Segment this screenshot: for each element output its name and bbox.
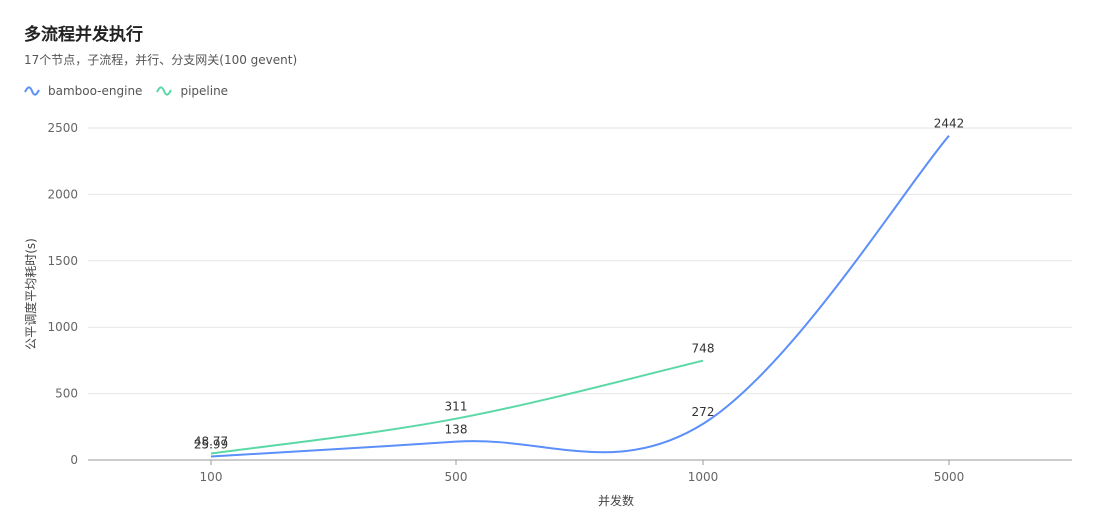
legend-swatch-bamboo-engine xyxy=(24,86,40,96)
legend-item-bamboo-engine[interactable]: bamboo-engine xyxy=(24,84,142,98)
x-axis-title: 并发数 xyxy=(598,493,634,508)
data-label-bamboo-engine: 2442 xyxy=(934,117,965,131)
series-lines xyxy=(210,135,950,458)
data-label-bamboo-engine: 138 xyxy=(445,423,468,437)
data-labels: 25.99 138 272 2442 48.77 311 748 xyxy=(194,117,964,452)
x-tick-label: 100 xyxy=(200,470,223,484)
legend-label-pipeline: pipeline xyxy=(180,84,229,98)
y-tick-label: 1500 xyxy=(47,254,78,268)
legend: bamboo-engine pipeline xyxy=(24,84,228,98)
y-tick-label: 500 xyxy=(55,387,78,401)
x-tick-label: 5000 xyxy=(934,470,965,484)
legend-item-pipeline[interactable]: pipeline xyxy=(156,84,228,98)
data-label-pipeline: 48.77 xyxy=(194,435,228,449)
series-line-bamboo-engine[interactable] xyxy=(210,135,950,458)
series-line-pipeline[interactable] xyxy=(210,359,704,455)
data-label-pipeline: 748 xyxy=(692,342,715,356)
legend-swatch-pipeline xyxy=(156,86,173,96)
chart-title: 多流程并发执行 xyxy=(24,25,143,45)
chart-subtitle: 17个节点，子流程，并行、分支网关(100 gevent) xyxy=(24,53,298,67)
x-tick-label: 1000 xyxy=(688,470,719,484)
y-tick-label: 0 xyxy=(70,453,78,467)
y-tick-label: 2000 xyxy=(47,187,78,201)
y-axis-title: 公平调度平均耗时(s) xyxy=(23,238,38,350)
legend-label-bamboo-engine: bamboo-engine xyxy=(48,84,143,98)
axes: 0 500 1000 1500 2000 2500 100 500 1000 5000 xyxy=(47,121,964,484)
data-label-bamboo-engine: 272 xyxy=(692,405,715,419)
y-tick-label: 2500 xyxy=(47,121,78,135)
grid-lines xyxy=(88,127,1072,461)
data-label-pipeline: 311 xyxy=(445,400,468,414)
x-tick-label: 500 xyxy=(445,470,468,484)
data-label-bamboo-engine: 25.99 xyxy=(194,438,228,452)
y-tick-label: 1000 xyxy=(47,320,78,334)
